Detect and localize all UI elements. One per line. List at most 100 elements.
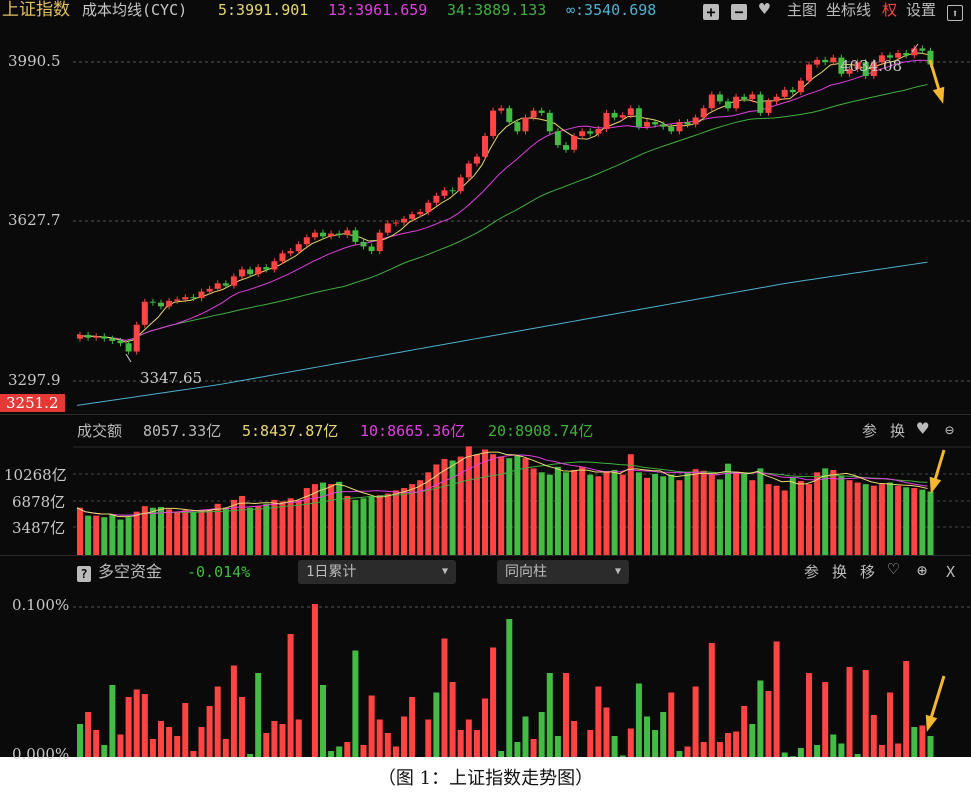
candle: [441, 190, 448, 196]
fund-flow-bar: [352, 650, 359, 757]
fund-switch-button[interactable]: 换: [832, 563, 848, 581]
fund-flow-bar: [870, 715, 877, 757]
fund-flow-bar: [498, 751, 505, 757]
fund-flow-bar: [587, 730, 594, 757]
volume-bar: [781, 490, 788, 555]
volume-bar: [441, 458, 448, 555]
heart-outline-icon[interactable]: ♡: [888, 559, 899, 580]
candle: [182, 297, 189, 300]
fund-flow-bar: [117, 734, 124, 757]
candle: [328, 233, 335, 237]
volume-bar: [133, 511, 140, 555]
volume-bar: [174, 511, 181, 555]
candle: [85, 334, 92, 338]
candle: [619, 115, 626, 118]
fund-flow-bar: [878, 745, 885, 757]
rights-button[interactable]: 权: [882, 1, 898, 19]
volume-bar: [530, 468, 537, 555]
volume-bar: [627, 454, 634, 555]
candle: [141, 301, 148, 325]
close-button[interactable]: X: [946, 563, 956, 581]
settings-button[interactable]: 设置: [906, 1, 937, 19]
volume-bar: [368, 495, 375, 555]
candle: [271, 261, 278, 270]
heart-icon[interactable]: ♥: [917, 418, 929, 440]
high-label: 4034.08: [840, 57, 903, 75]
fund-flow-bar: [125, 697, 132, 757]
fund-flow-bar: [846, 667, 853, 757]
divider: [0, 414, 971, 415]
volume-switch-button[interactable]: 换: [890, 422, 906, 440]
candle: [538, 110, 545, 113]
fund-move-button[interactable]: 移: [860, 563, 876, 581]
candle: [700, 108, 707, 118]
coordinate-line-button[interactable]: 坐标线: [826, 1, 872, 19]
plus-icon: +: [703, 4, 719, 20]
fund-flow-bar: [328, 751, 335, 757]
fund-flow-bar: [603, 707, 610, 757]
candle: [311, 232, 318, 238]
candle: [149, 301, 156, 303]
fund-flow-bar: [611, 736, 618, 757]
price-bottom-label: 3251.2: [0, 394, 65, 412]
volume-bar: [797, 480, 804, 555]
candle: [287, 251, 294, 254]
fund-flow-bar: [182, 703, 189, 757]
fund-flow-bar: [401, 716, 407, 757]
volume-axis-label: 3487亿: [12, 519, 66, 537]
fund-flow-bar: [93, 730, 100, 757]
candle: [838, 57, 845, 74]
fund-flow-bar: [822, 682, 829, 757]
fund-flow-bar: [644, 716, 650, 757]
volume-bar: [328, 484, 335, 555]
fund-flow-bar: [765, 691, 772, 757]
bar-mode-dropdown[interactable]: 同向柱 ▼: [497, 560, 629, 584]
candle: [255, 267, 262, 275]
fund-flow-bar: [895, 743, 902, 757]
volume-bar: [295, 499, 302, 555]
candle: [668, 126, 675, 132]
heart-icon[interactable]: ♥: [759, 0, 770, 20]
volume-bar: [384, 493, 391, 555]
help-button[interactable]: ?: [77, 563, 91, 583]
fund-axis-label: 0.100%: [12, 596, 70, 614]
export-button[interactable]: ⬆: [947, 2, 963, 22]
volume-param-button[interactable]: 参: [862, 422, 878, 440]
accumulate-dropdown[interactable]: 1日累计 ▼: [298, 560, 456, 584]
volume-bar: [854, 482, 861, 555]
low-pointer: [125, 353, 132, 363]
volume-bar: [465, 446, 472, 555]
fund-flow-bar: [741, 706, 748, 757]
candle: [433, 195, 440, 203]
zoom-out-icon[interactable]: ⊖: [945, 421, 955, 439]
volume-axis-label: 10268亿: [4, 466, 67, 484]
indicator-name[interactable]: 成本均线(CYC): [82, 1, 188, 19]
candle: [214, 283, 221, 289]
ma13-value: 13:3961.659: [328, 1, 428, 19]
candle: [870, 62, 877, 77]
fund-flow-bar: [725, 733, 731, 757]
zoom-in-icon[interactable]: ⊕: [917, 561, 928, 581]
fund-flow-bar: [619, 755, 626, 757]
main-chart-button[interactable]: 主图: [787, 1, 818, 19]
fund-param-button[interactable]: 参: [804, 563, 820, 581]
volume-bar: [141, 506, 148, 555]
candle: [174, 299, 181, 301]
fund-flow-bar: [433, 692, 440, 757]
fund-flow-bar: [490, 647, 497, 757]
candle: [814, 59, 821, 65]
zoom-out-button[interactable]: −: [731, 2, 747, 22]
volume-bar: [716, 479, 723, 555]
fund-flow-bar: [862, 670, 869, 757]
price-label: 3990.5: [8, 52, 61, 70]
chart-canvas[interactable]: [0, 0, 971, 757]
volume-bar: [230, 499, 237, 555]
volume-bar: [919, 489, 926, 555]
candle: [401, 218, 407, 223]
volume-bar: [433, 464, 440, 555]
zoom-in-button[interactable]: +: [703, 2, 719, 22]
volume-bar: [77, 507, 83, 555]
candle: [692, 117, 699, 125]
candle: [498, 108, 505, 111]
candle: [158, 302, 164, 307]
